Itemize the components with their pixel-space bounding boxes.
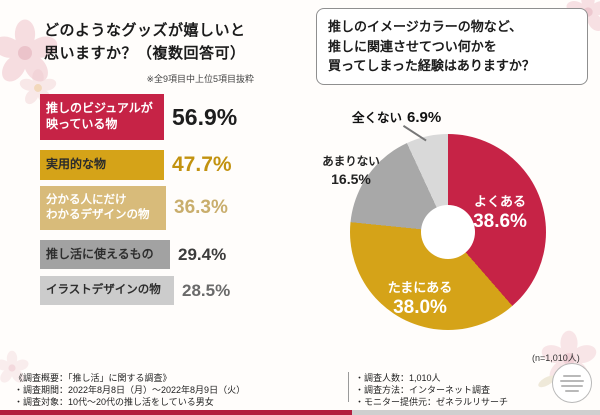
footer-divider [348,372,349,402]
bar-label: 分かる人にだけ [46,194,127,207]
monitor-provider-logo [552,363,592,403]
pie-chart: よくある 38.6% たまにある 38.0% [350,134,546,330]
bar-chart-title: どのようなグッズが嬉しいと 思いますか？（複数回答可） [44,20,246,65]
pie-slice-value: 16.5% [331,170,371,187]
pie-slice-name: 全くない [352,111,403,125]
bar-row: 分かる人にだけ わかるデザインの物 36.3% [40,186,228,230]
bar-label: 推しのビジュアルが [46,101,153,116]
decor-flower-bottom-left [0,350,29,383]
survey-count: ・調査人数：1,010人 [355,373,441,383]
pie-label-mattakunai: 全くない 6.9% [352,107,441,126]
bar-row: 推しのビジュアルが 映っている物 56.9% [40,94,237,140]
bar-value: 28.5% [182,280,231,300]
pie-slice-name: たまにある [387,280,453,295]
pie-slice-name: よくある [473,194,526,209]
bar-row: 実用的な物 47.7% [40,150,232,180]
pie-label-tamaniaru: たまにある 38.0% [378,280,462,320]
pie-label-amarinai: あまりない 16.5% [316,155,386,188]
bar-chip: イラストデザインの物 [40,276,174,305]
bar-value: 56.9% [172,103,238,130]
bar-label: イラストデザインの物 [46,284,161,297]
survey-target: ・調査対象：10代～20代の推し活をしている男女 [14,397,214,407]
pie-label-yokuaru: よくある 38.6% [460,194,540,234]
bar-label: 映っている物 [46,117,118,131]
bar-row: 推し活に使えるもの 29.4% [40,240,226,269]
bar-label: わかるデザインの物 [46,209,150,221]
pie-chart-title: 推しのイメージカラーの物など、 推しに関連させてつい何かを 買ってしまった経験は… [316,8,588,85]
bar-chart-title-line1: どのようなグッズが嬉しいと [44,22,246,39]
pie-slice-name: あまりない [322,156,380,168]
bottom-accent-strip-red [0,410,352,415]
survey-overview-heading: 《調査概要：「推し活」に関する調査》 [14,373,172,383]
bar-label: 実用的な物 [46,157,107,172]
bar-value: 29.4% [178,244,227,264]
decor-flower-top-left [0,19,58,82]
pie-slice-value: 38.6% [473,211,527,233]
pie-title-line1: 推しのイメージカラーの物など、 [328,19,523,34]
bar-chart-note: ※全9項目中上位5項目抜粋 [146,74,254,84]
pie-slice-value: 38.0% [393,297,447,319]
bar-chip: 推し活に使えるもの [40,240,170,269]
bar-value: 36.3% [174,197,228,218]
sample-size-label: (n=1,010人) [532,353,580,363]
bar-value: 47.7% [172,153,232,176]
pie-slice-value: 6.9% [407,109,442,126]
pie-title-line2: 推しに関連させてつい何かを [328,38,497,54]
bar-chip: 分かる人にだけ わかるデザインの物 [40,186,166,230]
bar-chart-title-line2: 思いますか？（複数回答可） [44,44,246,62]
survey-method: ・調査方法：インターネット調査 [355,385,491,395]
pie-title-line3: 買ってしまった経験はありますか？ [328,58,535,73]
bar-chip: 推しのビジュアルが 映っている物 [40,94,164,140]
bar-label: 推し活に使えるもの [46,246,154,261]
pie-donut-hole [421,205,475,259]
bottom-accent-strip-gray [352,410,600,415]
survey-monitor-provider: ・モニター提供元：ゼネラルリサーチ [355,397,509,407]
bar-chip: 実用的な物 [40,150,164,180]
bar-row: イラストデザインの物 28.5% [40,276,230,305]
survey-period: ・調査期間：2022年8月8日（月）～2022年8月9日（火） [14,385,246,395]
